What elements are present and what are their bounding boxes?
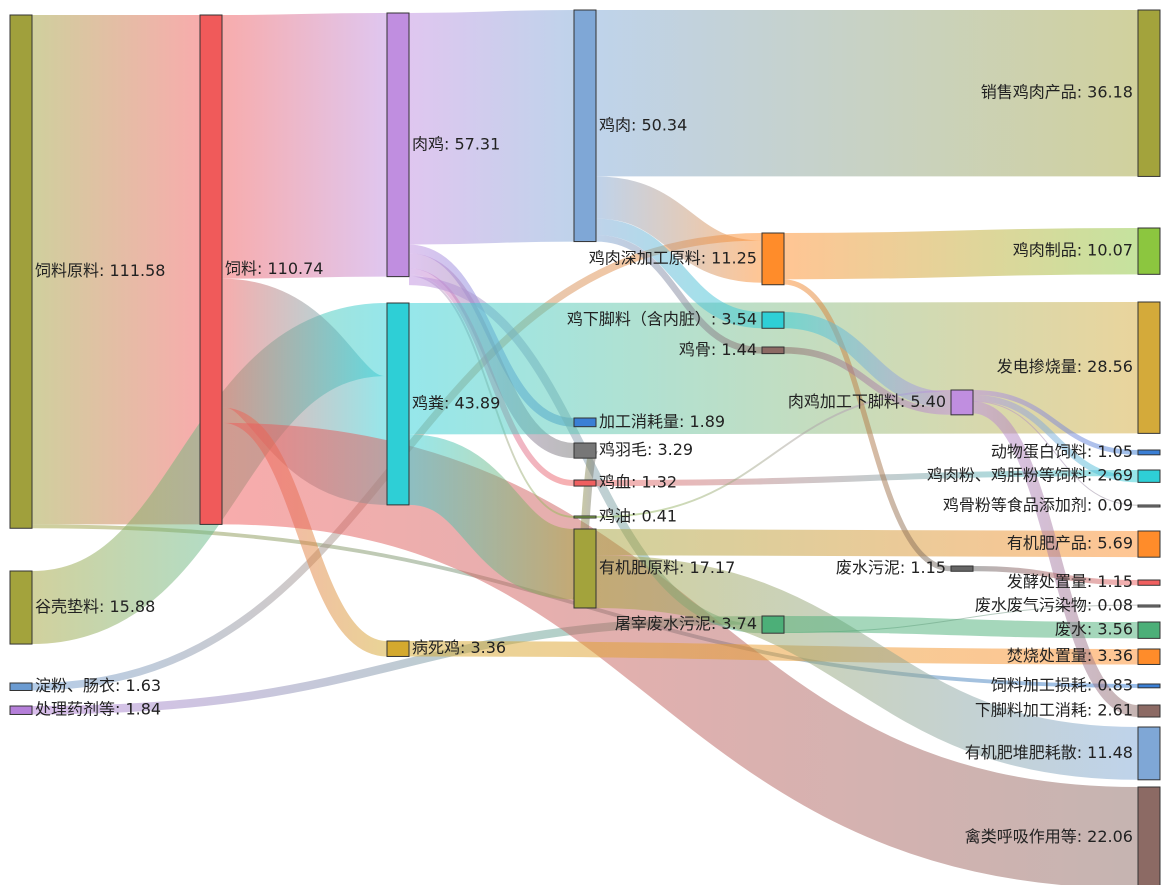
node <box>950 389 974 416</box>
node <box>9 14 33 529</box>
flow-link <box>783 279 952 572</box>
node <box>1137 227 1161 275</box>
node <box>573 9 597 243</box>
node <box>9 570 33 645</box>
node <box>761 615 785 634</box>
node-label: 病死鸡: 3.36 <box>412 638 506 657</box>
flow-link <box>406 434 577 600</box>
node-label: 加工消耗量: 1.89 <box>599 412 725 431</box>
node <box>386 12 410 278</box>
node-label: 饲料: 110.74 <box>225 259 323 278</box>
node-label: 鸡肉粉、鸡肝粉等饲料: 2.69 <box>927 466 1133 485</box>
flow-link <box>783 604 1139 634</box>
flow-link <box>595 529 1139 558</box>
node-label: 禽类呼吸作用等: 22.06 <box>965 827 1133 846</box>
node <box>573 479 597 487</box>
node <box>950 565 974 572</box>
node-label: 鸡粪: 43.89 <box>412 393 500 412</box>
node <box>199 14 223 525</box>
node-label: 鸡油: 0.41 <box>599 507 677 526</box>
flow-link <box>595 234 763 354</box>
node-label: 发电掺烧量: 28.56 <box>997 357 1133 376</box>
flow-link <box>972 390 1139 455</box>
node-label: 鸡下脚料（含内脏）: 3.54 <box>567 310 757 329</box>
flow-link <box>783 312 952 409</box>
node-label: 鸡羽毛: 3.29 <box>599 440 693 459</box>
node-label: 鸡肉制品: 10.07 <box>1013 241 1133 260</box>
node <box>573 417 597 428</box>
node <box>1137 726 1161 781</box>
node <box>1137 786 1161 885</box>
node-label: 淀粉、肠衣: 1.63 <box>35 676 161 695</box>
node-label: 废水污泥: 1.15 <box>836 558 946 577</box>
flow-link <box>595 555 1139 780</box>
node-label: 有机肥原料: 17.17 <box>599 558 735 577</box>
node <box>761 311 785 329</box>
node-label: 销售鸡肉产品: 36.18 <box>981 83 1133 102</box>
node-label: 废水: 3.56 <box>1055 620 1133 639</box>
node <box>1137 469 1161 483</box>
node <box>1137 9 1161 177</box>
node <box>1137 621 1161 639</box>
flow-link <box>595 470 1139 487</box>
flow-link <box>783 347 952 415</box>
node <box>1137 648 1161 665</box>
node <box>761 346 785 355</box>
node-label: 肉鸡: 57.31 <box>412 134 500 153</box>
flow-link <box>221 13 388 279</box>
node-label: 肉鸡加工下脚料: 5.40 <box>788 392 946 411</box>
node-label: 发酵处置量: 1.15 <box>1007 572 1133 591</box>
node <box>1137 579 1161 586</box>
node <box>1137 604 1161 608</box>
node <box>1137 683 1161 689</box>
node <box>573 442 597 459</box>
node-label: 下脚料加工消耗: 2.61 <box>975 701 1133 720</box>
flow-link <box>972 401 1139 718</box>
node-label: 焚烧处置量: 3.36 <box>1007 646 1133 665</box>
node-label: 谷壳垫料: 15.88 <box>35 597 155 616</box>
node <box>386 640 410 657</box>
flow-link <box>408 10 575 245</box>
node <box>761 232 785 286</box>
node-label: 动物蛋白饲料: 1.05 <box>991 442 1133 461</box>
flow-link <box>595 176 763 283</box>
node-label: 屠宰废水污泥: 3.74 <box>615 614 757 633</box>
node <box>1137 504 1161 508</box>
flow-link <box>972 400 1139 506</box>
node-label: 废水废气污染物: 0.08 <box>975 596 1133 615</box>
node <box>573 515 597 519</box>
node-label: 鸡肉深加工原料: 11.25 <box>589 248 757 267</box>
flow-link <box>595 218 763 329</box>
node <box>1137 301 1161 434</box>
flow-link <box>408 641 1139 665</box>
node-label: 饲料原料: 111.58 <box>35 261 165 280</box>
node <box>573 528 597 609</box>
node-label: 鸡骨粉等食品添加剂: 0.09 <box>943 496 1133 515</box>
node-label: 鸡血: 1.32 <box>599 473 677 492</box>
node <box>1137 704 1161 718</box>
node <box>386 302 410 506</box>
node-label: 有机肥产品: 5.69 <box>1007 534 1133 553</box>
node <box>9 682 33 691</box>
node-label: 鸡肉: 50.34 <box>599 115 687 134</box>
node-label: 有机肥堆肥耗散: 11.48 <box>965 743 1133 762</box>
node <box>1137 449 1161 456</box>
flow-link <box>972 394 1139 483</box>
node-label: 鸡骨: 1.44 <box>679 340 757 359</box>
node <box>1137 530 1161 558</box>
flow-link <box>408 302 1139 435</box>
flow-link <box>972 566 1139 586</box>
node <box>9 705 33 715</box>
node-label: 饲料加工损耗: 0.83 <box>991 675 1133 694</box>
node-label: 处理药剂等: 1.84 <box>35 700 161 719</box>
flow-link <box>783 228 1139 280</box>
